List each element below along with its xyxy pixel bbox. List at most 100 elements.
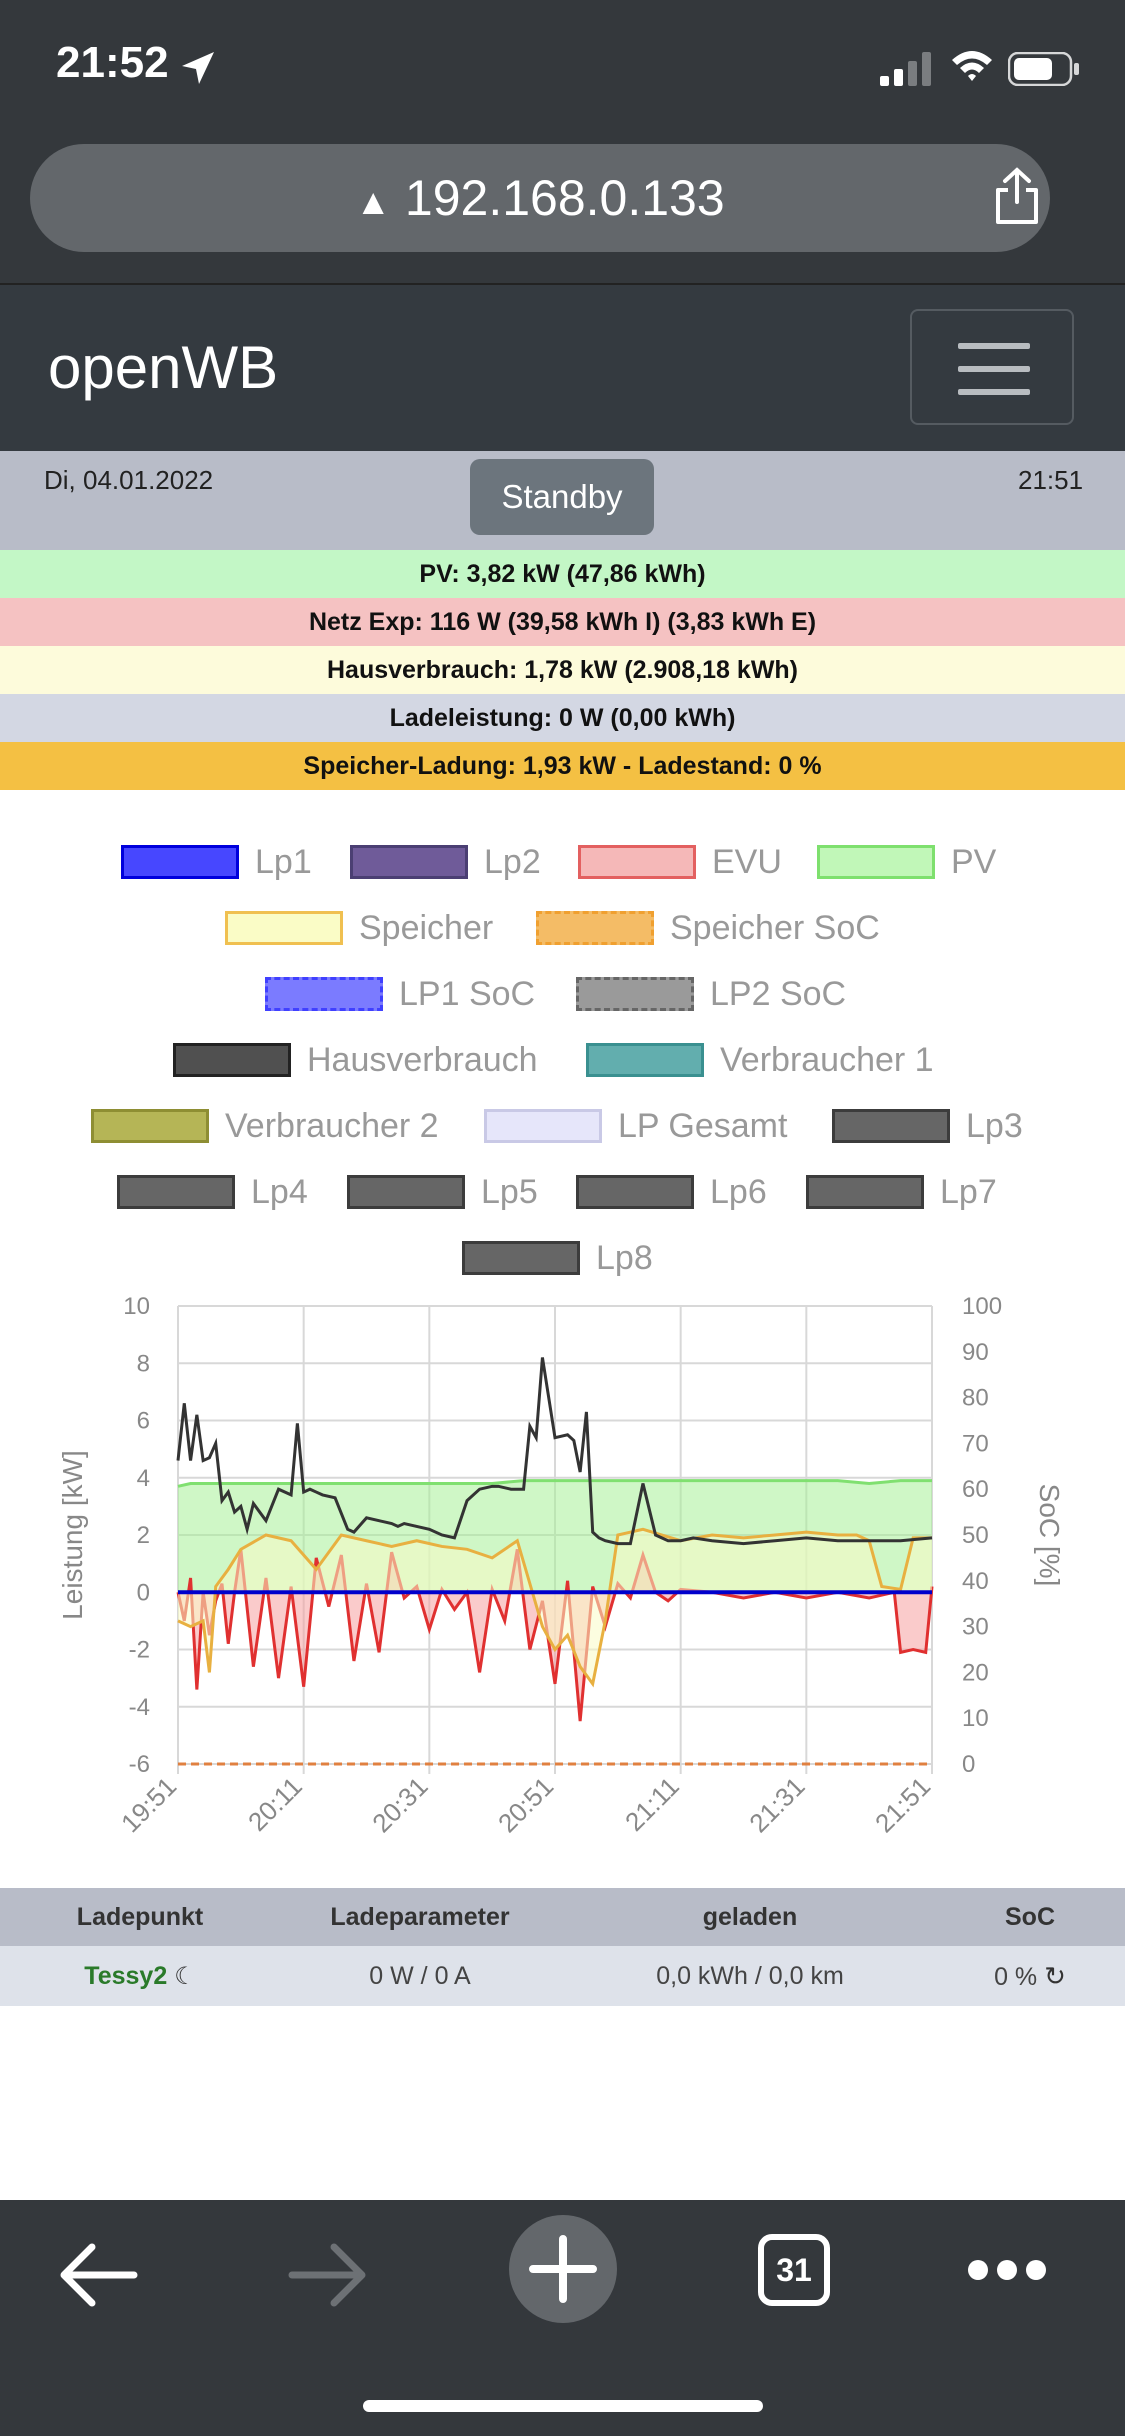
legend-label: Lp2 <box>484 842 541 881</box>
menu-toggle-button[interactable] <box>910 309 1074 425</box>
charged-amount: 0,0 kWh / 0,0 km <box>656 1962 844 1990</box>
status-time: 21:52 <box>56 38 169 87</box>
legend-item[interactable]: LP2 SoC <box>576 974 846 1014</box>
url-bar[interactable]: ▲ 192.168.0.133 <box>30 144 1050 252</box>
y-tick-label: 8 <box>137 1350 150 1377</box>
legend-item[interactable]: Lp8 <box>462 1238 653 1278</box>
time-label: 21:51 <box>1018 465 1084 495</box>
y2-tick-label: 80 <box>962 1385 989 1412</box>
soc-value: 0 % <box>994 1963 1038 1991</box>
legend-swatch <box>484 1109 602 1143</box>
col-soc: SoC <box>1005 1903 1055 1931</box>
date-label: Di, 04.01.2022 <box>44 465 214 495</box>
table-row: Tessy2 ☾ 0 W / 0 A 0,0 kWh / 0,0 km 0 % … <box>0 1946 1125 2006</box>
legend-item[interactable]: Lp7 <box>806 1172 997 1212</box>
new-tab-plus-icon[interactable] <box>508 2214 618 2324</box>
legend-item[interactable]: PV <box>817 842 996 882</box>
menu-icon-bar <box>958 343 1030 349</box>
y-tick-label: -4 <box>129 1694 150 1721</box>
col-geladen: geladen <box>702 1903 798 1931</box>
y2-tick-label: 10 <box>962 1705 989 1732</box>
tabs-count-button[interactable]: 31 <box>758 2234 830 2306</box>
chargepoint-table-header: Ladepunkt Ladeparameter geladen SoC <box>0 1888 1125 1946</box>
y2-axis-title: SoC [%] <box>1034 1484 1065 1587</box>
legend-swatch <box>806 1175 924 1209</box>
y-axis-title: Leistung [kW] <box>57 1450 88 1620</box>
legend-swatch <box>350 845 468 879</box>
storage-row: Speicher-Ladung: 1,93 kW - Ladestand: 0 … <box>0 742 1125 790</box>
legend-swatch <box>586 1043 704 1077</box>
house-consumption-row: Hausverbrauch: 1,78 kW (2.908,18 kWh) <box>0 646 1125 694</box>
browser-top-chrome: 21:52 ▲ 192.168.0.133 <box>0 0 1125 283</box>
legend-label: LP Gesamt <box>618 1106 788 1145</box>
back-arrow-icon[interactable] <box>58 2242 138 2308</box>
power-chart: 1086420-2-4-6100908070605040302010019:51… <box>57 1293 1065 1838</box>
legend-swatch <box>117 1175 235 1209</box>
legend-item[interactable]: Lp4 <box>117 1172 308 1212</box>
legend-item[interactable]: LP Gesamt <box>484 1106 787 1146</box>
legend-swatch <box>347 1175 465 1209</box>
x-tick-label: 19:51 <box>115 1771 182 1838</box>
legend-item[interactable]: Lp6 <box>576 1172 767 1212</box>
forward-arrow-icon[interactable] <box>288 2242 368 2308</box>
legend-label: LP2 SoC <box>710 974 847 1013</box>
y2-tick-label: 70 <box>962 1430 989 1457</box>
legend-item[interactable]: Verbraucher 2 <box>91 1106 439 1146</box>
legend-swatch <box>121 845 239 879</box>
signal-icon <box>880 52 931 86</box>
legend-swatch <box>265 977 383 1011</box>
charge-parameter: 0 W / 0 A <box>369 1962 471 1990</box>
legend-swatch <box>173 1043 291 1077</box>
x-tick-label: 20:51 <box>492 1771 559 1838</box>
standby-mode-button[interactable]: Standby <box>470 459 654 535</box>
legend-item[interactable]: LP1 SoC <box>265 974 535 1014</box>
legend-label: Lp5 <box>481 1172 538 1211</box>
legend-label: Lp6 <box>710 1172 767 1211</box>
legend-label: Lp8 <box>596 1238 653 1277</box>
insecure-warning-icon: ▲ <box>355 180 391 222</box>
legend-label: Speicher SoC <box>670 908 880 947</box>
legend-item[interactable]: Lp1 <box>121 842 312 882</box>
info-bar: Di, 04.01.2022 Standby 21:51 <box>0 451 1125 550</box>
legend-item[interactable]: Hausverbrauch <box>173 1040 538 1080</box>
speicher-area <box>178 1529 932 1684</box>
y2-tick-label: 30 <box>962 1614 989 1641</box>
x-tick-label: 21:51 <box>869 1771 936 1838</box>
refresh-icon[interactable]: ↻ <box>1044 1961 1066 1991</box>
legend-label: EVU <box>712 842 782 881</box>
y2-tick-label: 60 <box>962 1476 989 1503</box>
legend-item[interactable]: Speicher SoC <box>536 908 880 948</box>
more-options-icon[interactable] <box>966 2258 1048 2282</box>
legend-label: PV <box>951 842 997 881</box>
legend-item[interactable]: Speicher <box>225 908 493 948</box>
x-tick-label: 20:31 <box>366 1771 433 1838</box>
legend-item[interactable]: Lp3 <box>832 1106 1023 1146</box>
legend-swatch <box>462 1241 580 1275</box>
legend-swatch <box>817 845 935 879</box>
hausverbrauch-line <box>176 1357 933 1546</box>
brand-title[interactable]: openWB <box>48 334 279 401</box>
share-icon[interactable] <box>992 166 1042 226</box>
y2-tick-label: 50 <box>962 1522 989 1549</box>
legend-item[interactable]: Lp5 <box>347 1172 538 1212</box>
legend-item[interactable]: Lp2 <box>350 842 541 882</box>
y-tick-label: 0 <box>137 1579 150 1606</box>
x-tick-label: 21:31 <box>743 1771 810 1838</box>
y-tick-label: 4 <box>137 1465 150 1492</box>
grid-summary-row: Netz Exp: 116 W (39,58 kWh I) (3,83 kWh … <box>0 598 1125 646</box>
legend-label: Lp4 <box>251 1172 308 1211</box>
legend-label: Lp3 <box>966 1106 1023 1145</box>
legend-swatch <box>536 911 654 945</box>
speicher-line <box>177 1527 932 1688</box>
pv-summary-row: PV: 3,82 kW (47,86 kWh) <box>0 550 1125 598</box>
browser-bottom-toolbar: 31 <box>0 2200 1125 2436</box>
legend-swatch <box>91 1109 209 1143</box>
legend-item[interactable]: EVU <box>578 842 782 882</box>
legend-label: Lp1 <box>255 842 312 881</box>
y-tick-label: 2 <box>137 1522 150 1549</box>
legend-label: Hausverbrauch <box>307 1040 538 1079</box>
home-indicator <box>363 2400 763 2412</box>
legend-label: Lp7 <box>940 1172 997 1211</box>
legend-item[interactable]: Verbraucher 1 <box>586 1040 934 1080</box>
legend-swatch <box>225 911 343 945</box>
